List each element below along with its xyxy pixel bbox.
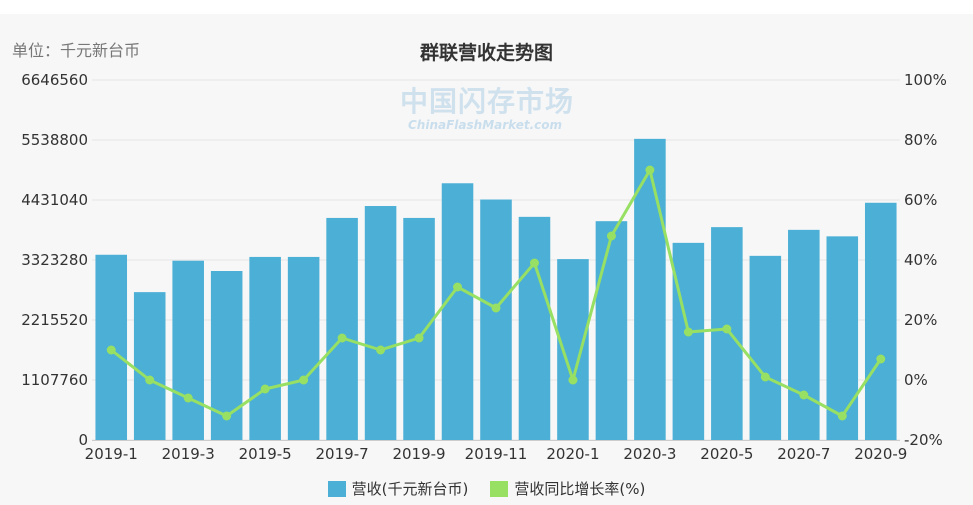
y-right-tick-label: 60% [904, 191, 937, 209]
x-tick-label: 2020-3 [623, 445, 676, 463]
x-tick-label: 2020-7 [777, 445, 830, 463]
x-tick-label: 2019-9 [392, 445, 445, 463]
bar [326, 217, 358, 440]
growth-point [106, 345, 116, 355]
growth-point [683, 327, 693, 337]
growth-point [760, 372, 770, 382]
legend-swatch-growth [490, 480, 509, 497]
y-left-tick-label: 1107760 [21, 371, 88, 389]
growth-point [376, 345, 386, 355]
legend-swatch-revenue [327, 480, 346, 497]
growth-point [414, 333, 424, 343]
growth-point [722, 324, 732, 334]
growth-point [491, 303, 501, 313]
y-right-tick-label: 80% [904, 131, 937, 149]
y-right-tick-label: -20% [904, 431, 943, 449]
legend-label-growth: 营收同比增长率(%) [514, 480, 646, 498]
bar [595, 221, 628, 440]
x-tick-label: 2020-9 [854, 445, 907, 463]
y-right-tick-label: 20% [904, 311, 937, 329]
bar [672, 242, 705, 440]
bar [518, 216, 551, 440]
growth-point [568, 375, 578, 385]
y-left-tick-label: 6646560 [21, 71, 88, 89]
top-strip [0, 0, 973, 14]
bar [634, 138, 666, 440]
bar [864, 202, 897, 440]
growth-point [299, 375, 309, 385]
bar [826, 236, 859, 440]
legend-item-revenue[interactable]: 营收(千元新台币) [327, 478, 469, 499]
x-tick-label: 2019-7 [316, 445, 369, 463]
legend-item-growth[interactable]: 营收同比增长率(%) [490, 478, 645, 499]
growth-point [222, 411, 232, 421]
growth-point [337, 333, 347, 343]
bar [480, 199, 512, 440]
growth-point [260, 384, 270, 394]
watermark-en: ChinaFlashMarket.com [408, 118, 563, 132]
growth-point [645, 165, 655, 175]
bar [287, 256, 320, 440]
growth-point [837, 411, 847, 421]
y-left-tick-label: 2215520 [21, 311, 88, 329]
bar [711, 227, 743, 440]
growth-point [606, 231, 616, 241]
y-left-tick-label: 0 [78, 431, 88, 449]
x-tick-label: 2019-3 [162, 445, 215, 463]
growth-point [183, 393, 193, 403]
y-left-tick-label: 3323280 [21, 251, 88, 269]
watermark-cn: 中国闪存市场 [400, 85, 575, 118]
legend: 营收(千元新台币) 营收同比增长率(%) [0, 478, 973, 499]
x-tick-label: 2019-5 [239, 445, 292, 463]
growth-point [453, 282, 463, 292]
chart-title: 群联营收走势图 [419, 42, 553, 64]
bar [249, 256, 281, 440]
y-right-tick-label: 40% [904, 251, 937, 269]
y-left-tick-label: 5538800 [21, 131, 88, 149]
y-right-tick-label: 0% [904, 371, 928, 389]
bar [364, 206, 397, 440]
bar [788, 229, 820, 440]
bar [133, 292, 166, 440]
growth-point [799, 390, 809, 400]
bar [441, 183, 474, 440]
x-tick-label: 2019-11 [465, 445, 528, 463]
bar [172, 260, 204, 440]
growth-point [145, 375, 155, 385]
growth-point [529, 258, 539, 268]
legend-label-revenue: 营收(千元新台币) [351, 480, 469, 498]
x-tick-label: 2020-1 [546, 445, 599, 463]
growth-point [876, 354, 886, 364]
unit-label: 单位：千元新台币 [12, 41, 141, 60]
x-tick-label: 2020-5 [700, 445, 753, 463]
y-left-tick-label: 4431040 [21, 191, 88, 209]
bar [749, 255, 782, 440]
y-right-tick-label: 100% [904, 71, 947, 89]
x-tick-label: 2019-1 [85, 445, 138, 463]
bar [403, 217, 435, 440]
